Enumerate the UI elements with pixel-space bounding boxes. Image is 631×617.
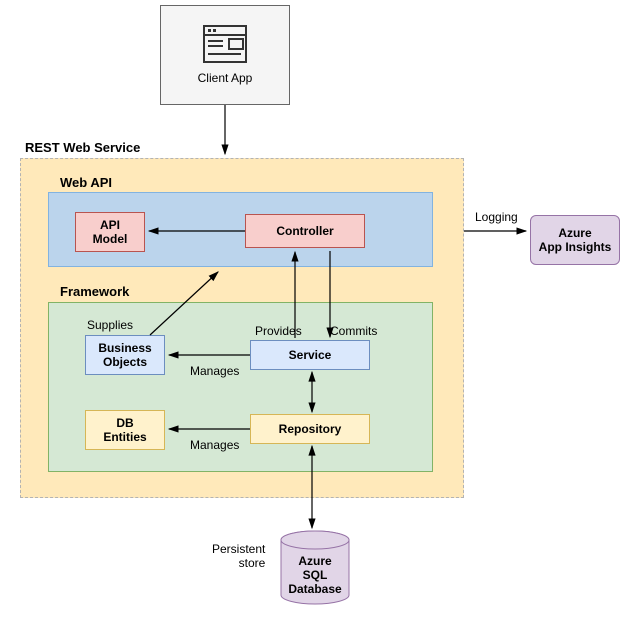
rest-title: REST Web Service	[25, 140, 140, 155]
persistent-label: Persistent store	[212, 542, 265, 570]
manages2-label: Manages	[190, 438, 239, 452]
manages1-label: Manages	[190, 364, 239, 378]
business-objects-label: Business Objects	[98, 341, 151, 369]
logging-label: Logging	[475, 210, 518, 224]
provides-label: Provides	[255, 324, 302, 338]
controller-label: Controller	[276, 224, 333, 238]
api-model-box: API Model	[75, 212, 145, 252]
controller-box: Controller	[245, 214, 365, 248]
db-entities-box: DB Entities	[85, 410, 165, 450]
sql-db-label: Azure SQL Database	[280, 554, 350, 596]
webapi-title: Web API	[60, 175, 112, 190]
business-objects-box: Business Objects	[85, 335, 165, 375]
supplies-label: Supplies	[87, 318, 133, 332]
service-label: Service	[289, 348, 332, 362]
db-entities-label: DB Entities	[103, 416, 146, 444]
service-box: Service	[250, 340, 370, 370]
repository-box: Repository	[250, 414, 370, 444]
repository-label: Repository	[279, 422, 342, 436]
app-insights-box: Azure App Insights	[530, 215, 620, 265]
app-icon	[203, 25, 247, 63]
client-app-box: Client App	[160, 5, 290, 105]
api-model-label: API Model	[93, 218, 128, 246]
client-app-label: Client App	[198, 71, 253, 85]
app-insights-label: Azure App Insights	[539, 226, 612, 254]
sql-db-cylinder: Azure SQL Database	[280, 530, 350, 605]
commits-label: Commits	[330, 324, 377, 338]
framework-title: Framework	[60, 284, 129, 299]
